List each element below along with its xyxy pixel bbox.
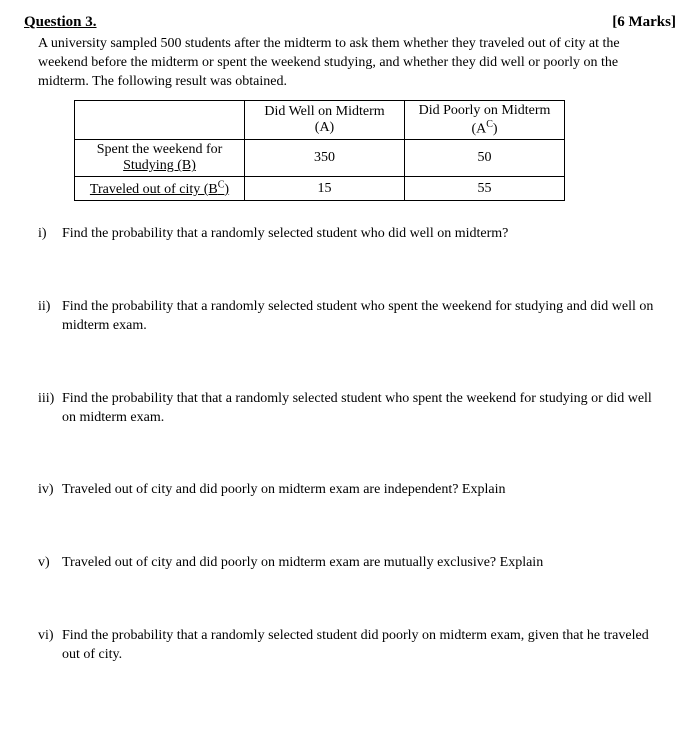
row2-label-pre: Traveled out of city (B [90, 182, 218, 197]
col-header-ac-sup: C [486, 119, 493, 130]
cell-traveled-well: 15 [245, 177, 405, 201]
col-header-a-line2: (A) [315, 120, 334, 135]
part-iv-text: Traveled out of city and did poorly on m… [62, 481, 676, 500]
part-i-label: i) [38, 225, 62, 244]
row1-label-line1: Spent the weekend for [97, 142, 223, 157]
col-header-did-well: Did Well on Midterm (A) [245, 100, 405, 140]
part-vi-label: vi) [38, 627, 62, 665]
part-vi: vi) Find the probability that a randomly… [24, 627, 676, 665]
question-title: Question 3. [24, 14, 97, 31]
page: Question 3. [6 Marks] A university sampl… [0, 0, 700, 695]
marks-label: [6 Marks] [612, 14, 676, 31]
col-header-ac-post: ) [493, 121, 498, 136]
blank-cell [75, 100, 245, 140]
part-ii: ii) Find the probability that a randomly… [24, 298, 676, 336]
part-iii-text: Find the probability that that a randoml… [62, 390, 676, 428]
row2-label-post: ) [224, 182, 229, 197]
header-row: Question 3. [6 Marks] [24, 14, 676, 31]
part-ii-text: Find the probability that a randomly sel… [62, 298, 676, 336]
table-row: Traveled out of city (BC) 15 55 [75, 177, 565, 201]
part-iii: iii) Find the probability that that a ra… [24, 390, 676, 428]
table-row: Spent the weekend for Studying (B) 350 5… [75, 140, 565, 177]
col-header-did-poorly: Did Poorly on Midterm (AC) [405, 100, 565, 140]
part-ii-label: ii) [38, 298, 62, 336]
data-table: Did Well on Midterm (A) Did Poorly on Mi… [74, 100, 565, 201]
col-header-ac-line1: Did Poorly on Midterm [419, 103, 551, 118]
part-i-text: Find the probability that a randomly sel… [62, 225, 676, 244]
part-v: v) Traveled out of city and did poorly o… [24, 554, 676, 573]
intro-text: A university sampled 500 students after … [38, 35, 666, 92]
cell-studying-poor: 50 [405, 140, 565, 177]
table-header-row: Did Well on Midterm (A) Did Poorly on Mi… [75, 100, 565, 140]
parts-list: i) Find the probability that a randomly … [24, 225, 676, 665]
cell-studying-well: 350 [245, 140, 405, 177]
row-label-studying: Spent the weekend for Studying (B) [75, 140, 245, 177]
cell-traveled-poor: 55 [405, 177, 565, 201]
part-v-label: v) [38, 554, 62, 573]
part-vi-text: Find the probability that a randomly sel… [62, 627, 676, 665]
col-header-ac-pre: (A [471, 121, 486, 136]
part-iv-label: iv) [38, 481, 62, 500]
part-i: i) Find the probability that a randomly … [24, 225, 676, 244]
part-iii-label: iii) [38, 390, 62, 428]
row1-label-line2: Studying (B) [123, 158, 196, 173]
row-label-traveled: Traveled out of city (BC) [75, 177, 245, 201]
col-header-a-line1: Did Well on Midterm [264, 104, 384, 119]
part-v-text: Traveled out of city and did poorly on m… [62, 554, 676, 573]
part-iv: iv) Traveled out of city and did poorly … [24, 481, 676, 500]
